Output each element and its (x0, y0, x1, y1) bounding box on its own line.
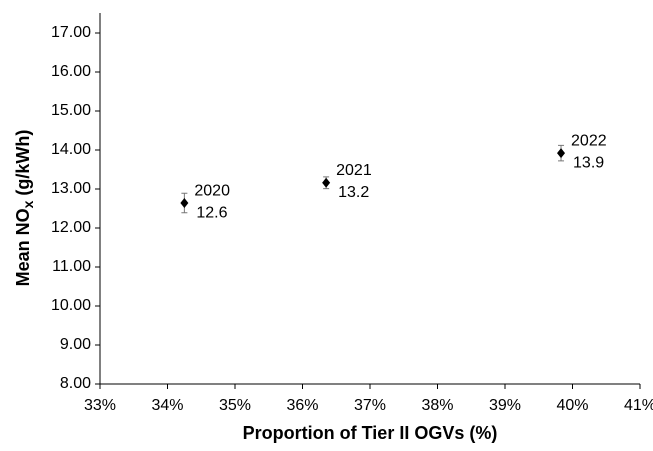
x-tick-label: 33% (84, 397, 116, 414)
y-tick-label: 9.00 (60, 336, 91, 353)
x-tick-label: 34% (151, 397, 183, 414)
x-tick-label: 37% (354, 397, 386, 414)
x-tick-label: 35% (219, 397, 251, 414)
point-label: 2022 (571, 132, 607, 149)
y-tick-label: 15.00 (51, 102, 91, 119)
point (180, 198, 189, 209)
y-tick-label: 12.00 (51, 219, 91, 236)
x-tick-label: 41% (624, 397, 653, 414)
y-tick-label: 16.00 (51, 63, 91, 80)
y-axis-title: Mean NOx (g/kWh) (13, 130, 36, 287)
value-label: 12.6 (196, 204, 227, 221)
value-label: 13.2 (338, 184, 369, 201)
point-label: 2020 (194, 182, 230, 199)
y-tick-label: 10.00 (51, 297, 91, 314)
y-tick-label: 17.00 (51, 24, 91, 41)
y-tick-label: 13.00 (51, 180, 91, 197)
x-tick-label: 38% (421, 397, 453, 414)
y-axis-title-text: Mean NO (13, 208, 33, 286)
y-tick-label: 14.00 (51, 141, 91, 158)
y-tick-label: 8.00 (60, 375, 91, 392)
point (557, 148, 566, 159)
y-axis-title-subscript: x (20, 200, 36, 208)
y-axis-title-suffix: (g/kWh) (13, 130, 33, 201)
y-tick-label: 11.00 (52, 258, 91, 275)
value-label: 13.9 (573, 154, 604, 171)
point (322, 177, 331, 188)
point-label: 2021 (336, 162, 372, 179)
x-tick-label: 40% (556, 397, 588, 414)
x-tick-label: 36% (286, 397, 318, 414)
x-axis-title: Proportion of Tier II OGVs (%) (243, 423, 498, 443)
x-tick-label: 39% (489, 397, 521, 414)
